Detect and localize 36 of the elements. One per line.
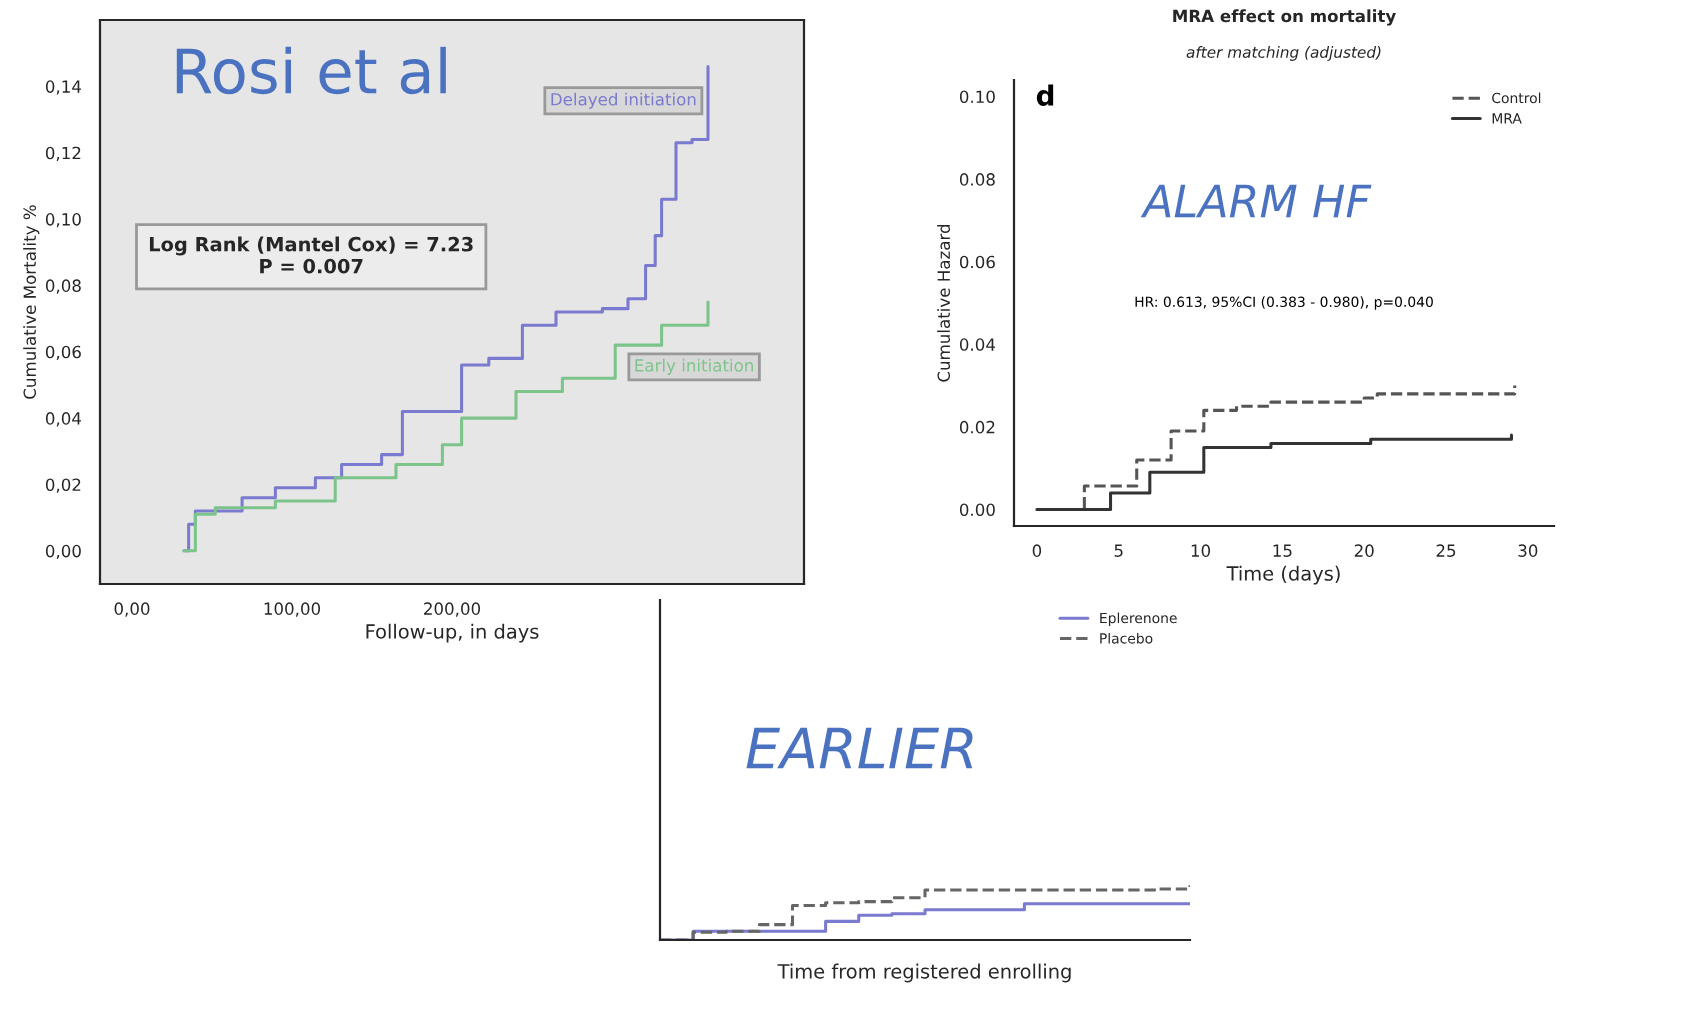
y-tick-label: 0.10 (959, 90, 995, 104)
y-tick-label: 0,06 (45, 345, 81, 361)
y-axis-title: Cumulative Hazard (937, 224, 951, 382)
x-tick-label: 200,00 (424, 602, 481, 617)
y-tick-label: 0,04 (45, 412, 82, 427)
series-label: Early initiation (635, 358, 753, 375)
x-tick-label: 10 (1191, 544, 1211, 557)
annotation: d (1036, 84, 1054, 106)
y-tick-label: 0.00 (959, 503, 995, 517)
x-axis-title: Time (days) (1226, 565, 1340, 585)
y-tick-label: 0,12 (45, 146, 81, 161)
x-tick-label: 0 (1032, 544, 1042, 557)
y-tick-label: 0.08 (959, 173, 995, 186)
x-tick-label: 15 (1273, 544, 1292, 557)
x-tick-label: 25 (1436, 544, 1456, 557)
y-tick-label: 0,14 (45, 80, 82, 95)
annotation: Log Rank (Mantel Cox) = 7.23 P = 0.007 (149, 236, 473, 274)
x-tick-label: 0,00 (114, 602, 150, 617)
y-tick-label: 0.06 (959, 255, 995, 269)
chart-title: MRA effect on mortality (1173, 9, 1396, 26)
annotation: ALARM HF (1140, 184, 1372, 218)
x-axis-title: Time from registered enrolling (777, 963, 1071, 983)
y-tick-label: 0,10 (45, 213, 81, 228)
x-tick-label: 100,00 (264, 602, 321, 617)
series-label: Delayed initiation (551, 92, 696, 109)
x-tick-label: 5 (1114, 544, 1123, 557)
y-tick-label: 0.02 (959, 420, 995, 434)
x-axis-title: Follow-up, in days (366, 623, 539, 643)
y-tick-label: 0.04 (959, 338, 996, 351)
x-tick-label: 30 (1518, 544, 1538, 557)
y-axis-title: Cumulative Mortality % (23, 205, 40, 399)
text: EARLIER (746, 727, 973, 769)
y-tick-label: 0,02 (45, 478, 81, 493)
chart-title: Rosi et al (176, 46, 446, 95)
y-tick-label: 0,08 (45, 279, 81, 294)
x-tick-label: 20 (1354, 544, 1374, 557)
